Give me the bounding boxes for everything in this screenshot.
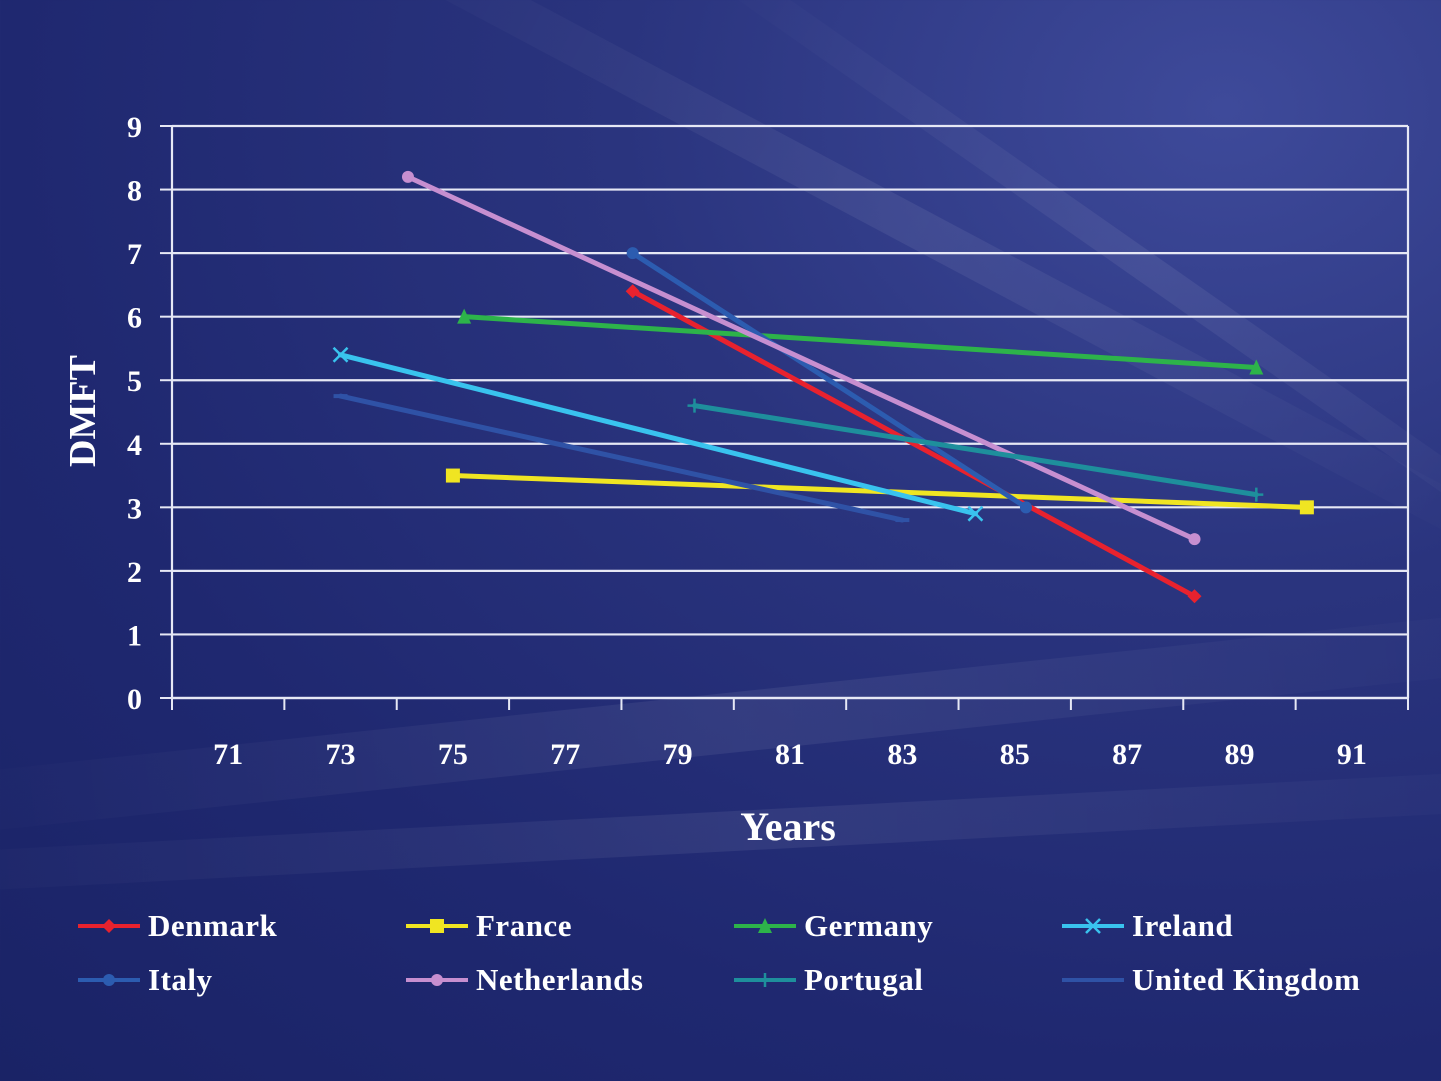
series-line-united-kingdom [338,393,905,523]
series-line-netherlands [405,174,1198,542]
x-tick-label: 71 [213,738,243,771]
y-tick-label: 9 [127,111,142,144]
series-line-portugal [691,403,1259,498]
legend-swatch-portugal [734,973,796,987]
legend-label: Germany [804,908,934,943]
x-tick-label: 73 [326,738,356,771]
legend-swatch-france [406,919,468,933]
x-tick-label: 75 [438,738,468,771]
x-tick-label: 91 [1337,738,1367,771]
series-lines [332,170,1314,604]
legend-swatch-ireland [1062,918,1124,934]
data-point-italy [626,247,639,260]
legend-label: Portugal [804,962,924,997]
series-line-denmark [630,288,1198,599]
data-point-netherlands [1188,533,1201,546]
x-tick-label: 85 [1000,738,1030,771]
data-point-portugal [687,398,702,413]
data-point-italy [1019,501,1032,514]
y-tick-label: 3 [127,492,142,525]
axes [160,125,1410,710]
grid-lines [172,124,1408,700]
legend-label: United Kingdom [1132,962,1361,997]
series-germany [457,308,1264,375]
y-tick-label: 1 [127,619,142,652]
y-tick-label: 0 [127,683,142,716]
legend-marker [431,974,443,986]
series-line-ireland [338,352,978,517]
y-tick-label: 2 [127,556,142,589]
series-line-germany [461,314,1259,371]
x-tick-label: 87 [1112,738,1142,771]
x-tick-label: 81 [775,738,805,771]
legend-marker [1085,918,1101,934]
legend-swatch-italy [78,974,140,986]
series-portugal [687,398,1264,502]
y-tick-label: 4 [127,429,142,462]
y-tick-label: 5 [127,365,142,398]
data-point-ireland [967,505,984,522]
legend-item-denmark: Denmark [78,900,277,952]
y-axis-title: DMFT [62,355,104,467]
data-point-ireland [332,346,349,363]
series-ireland [332,346,984,522]
data-point-france [1299,500,1314,515]
y-tick-label: 8 [127,175,142,208]
legend-marker [103,974,115,986]
legend-marker [758,973,772,987]
legend-label: Italy [148,962,213,997]
legend-label: Ireland [1132,908,1234,943]
x-tick-label: 79 [663,738,693,771]
data-point-france [445,468,460,483]
series-italy [626,247,1032,514]
legend-item-italy: Italy [78,954,213,1006]
legend-item-portugal: Portugal [734,954,923,1006]
series-netherlands [401,170,1201,546]
legend-item-france: France [406,900,572,952]
chart-legend: Denmark France Germany Ireland Italy Netherla… [78,900,1418,1010]
y-tick-label: 7 [127,238,142,271]
legend-marker [430,919,444,933]
legend-swatch-denmark [78,919,140,933]
data-point-portugal [1249,487,1264,502]
legend-label: France [476,908,572,943]
series-denmark [625,284,1202,604]
legend-marker [758,918,772,933]
x-axis-title: Years [740,804,836,849]
legend-swatch-united-kingdom [1062,978,1124,982]
series-line-italy [630,250,1029,510]
legend-label: Netherlands [476,962,644,997]
legend-label: Denmark [148,908,278,943]
legend-item-ireland: Ireland [1062,900,1233,952]
data-point-denmark [625,284,640,299]
legend-swatch-netherlands [406,974,468,986]
legend-item-germany: Germany [734,900,933,952]
legend-marker [102,919,116,933]
x-tick-label: 83 [887,738,917,771]
data-point-germany [457,308,472,324]
data-point-denmark [1187,589,1202,604]
legend-item-netherlands: Netherlands [406,954,643,1006]
y-tick-label: 6 [127,302,142,335]
legend-item-united-kingdom: United Kingdom [1062,954,1360,1006]
x-tick-label: 89 [1224,738,1254,771]
series-united-kingdom [333,393,910,523]
x-tick-label: 77 [550,738,580,771]
data-point-netherlands [401,170,414,183]
data-point-germany [1249,359,1264,375]
legend-swatch-germany [734,918,796,933]
